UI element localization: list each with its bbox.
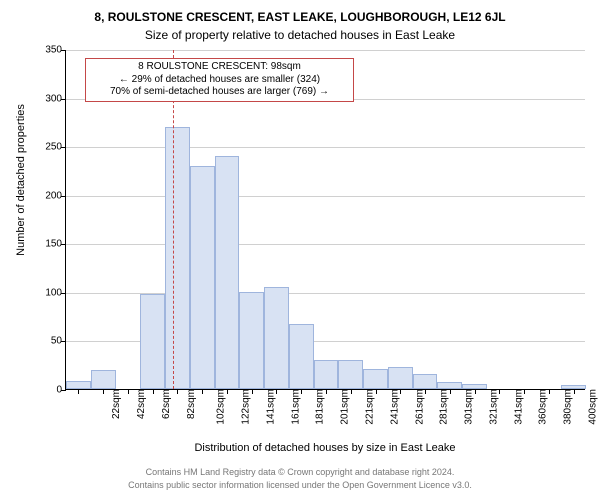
annotation-box: 8 ROULSTONE CRESCENT: 98sqm ← 29% of det… xyxy=(85,58,354,102)
chart-stage: 8, ROULSTONE CRESCENT, EAST LEAKE, LOUGH… xyxy=(0,0,600,500)
x-tick-mark xyxy=(128,389,129,394)
x-tick-mark xyxy=(351,389,352,394)
x-tick-mark xyxy=(78,389,79,394)
histogram-bar xyxy=(413,374,438,389)
x-tick-label: 122sqm xyxy=(235,389,252,425)
annotation-line-2: ← 29% of detached houses are smaller (32… xyxy=(92,74,347,87)
y-tick-label: 300 xyxy=(45,93,66,104)
x-tick-label: 241sqm xyxy=(383,389,400,425)
x-tick-mark xyxy=(524,389,525,394)
x-tick-label: 181sqm xyxy=(309,389,326,425)
title-line-1: 8, ROULSTONE CRESCENT, EAST LEAKE, LOUGH… xyxy=(0,10,600,24)
x-tick-label: 301sqm xyxy=(458,389,475,425)
histogram-bar xyxy=(314,360,339,389)
x-tick-label: 201sqm xyxy=(334,389,351,425)
x-tick-mark xyxy=(103,389,104,394)
x-tick-mark xyxy=(400,389,401,394)
x-tick-mark xyxy=(475,389,476,394)
histogram-bar xyxy=(190,166,215,389)
x-tick-label: 102sqm xyxy=(210,389,227,425)
histogram-bar xyxy=(140,294,165,389)
y-gridline xyxy=(66,244,585,245)
x-tick-mark xyxy=(574,389,575,394)
x-tick-mark xyxy=(153,389,154,394)
annotation-line-1: 8 ROULSTONE CRESCENT: 98sqm xyxy=(92,61,347,74)
footer-line-1: Contains HM Land Registry data © Crown c… xyxy=(0,467,600,477)
title-line-2: Size of property relative to detached ho… xyxy=(0,28,600,42)
histogram-bar xyxy=(437,382,462,389)
x-tick-label: 82sqm xyxy=(180,389,197,419)
x-tick-label: 281sqm xyxy=(433,389,450,425)
x-tick-mark xyxy=(301,389,302,394)
y-tick-label: 100 xyxy=(45,287,66,298)
x-tick-mark xyxy=(276,389,277,394)
x-tick-mark xyxy=(227,389,228,394)
histogram-bar xyxy=(289,324,314,389)
y-tick-label: 350 xyxy=(45,45,66,56)
x-tick-mark xyxy=(425,389,426,394)
histogram-bar xyxy=(388,367,413,389)
histogram-bar xyxy=(239,292,264,389)
histogram-bar xyxy=(91,370,116,389)
y-gridline xyxy=(66,196,585,197)
x-tick-label: 161sqm xyxy=(284,389,301,425)
x-tick-label: 221sqm xyxy=(359,389,376,425)
x-tick-mark xyxy=(177,389,178,394)
x-tick-label: 341sqm xyxy=(507,389,524,425)
x-tick-mark xyxy=(499,389,500,394)
x-tick-label: 380sqm xyxy=(557,389,574,425)
x-tick-label: 261sqm xyxy=(408,389,425,425)
x-tick-label: 400sqm xyxy=(581,389,598,425)
x-tick-mark xyxy=(450,389,451,394)
x-axis-label: Distribution of detached houses by size … xyxy=(65,442,585,454)
histogram-bar xyxy=(264,287,289,389)
annotation-line-3: 70% of semi-detached houses are larger (… xyxy=(92,86,347,99)
x-tick-mark xyxy=(326,389,327,394)
y-tick-label: 200 xyxy=(45,190,66,201)
y-tick-label: 250 xyxy=(45,142,66,153)
y-tick-label: 0 xyxy=(56,385,66,396)
y-tick-label: 50 xyxy=(51,336,66,347)
histogram-bar xyxy=(363,369,388,389)
y-tick-label: 150 xyxy=(45,239,66,250)
x-tick-label: 42sqm xyxy=(130,389,147,419)
x-tick-label: 62sqm xyxy=(155,389,172,419)
footer-line-2: Contains public sector information licen… xyxy=(0,480,600,490)
x-tick-mark xyxy=(376,389,377,394)
histogram-bar xyxy=(165,127,190,389)
x-tick-mark xyxy=(252,389,253,394)
histogram-bar xyxy=(215,156,240,389)
histogram-bar xyxy=(66,381,91,389)
y-axis-label: Number of detached properties xyxy=(15,55,27,305)
x-tick-label: 141sqm xyxy=(260,389,277,425)
x-tick-label: 321sqm xyxy=(482,389,499,425)
y-gridline xyxy=(66,50,585,51)
histogram-bar xyxy=(338,360,363,389)
x-tick-mark xyxy=(202,389,203,394)
y-gridline xyxy=(66,147,585,148)
x-tick-mark xyxy=(549,389,550,394)
x-tick-label: 22sqm xyxy=(105,389,122,419)
x-tick-label: 360sqm xyxy=(532,389,549,425)
